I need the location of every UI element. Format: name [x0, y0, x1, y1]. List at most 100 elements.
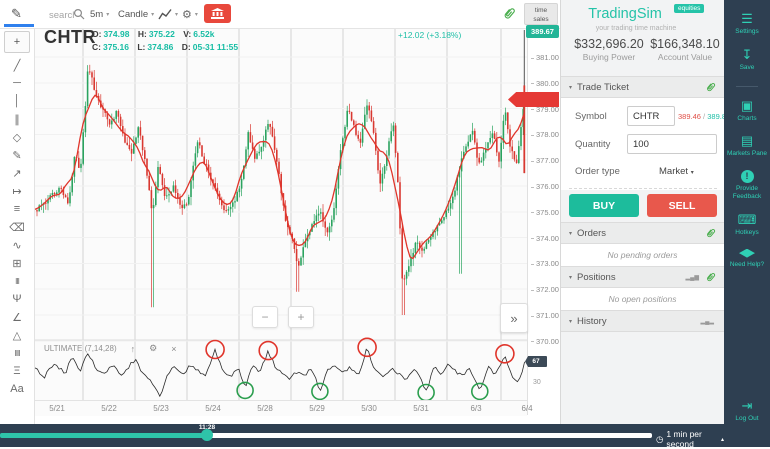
rail-item-log-out[interactable]: ⇥ Log Out	[735, 399, 758, 423]
rail-item-hotkeys[interactable]: ⌨ Hotkeys	[735, 212, 759, 237]
paperclip-icon[interactable]	[705, 81, 716, 94]
indicators-dropdown[interactable]: ▾	[158, 0, 178, 28]
quantity-input[interactable]	[627, 134, 717, 154]
date-tick-label: 5/22	[101, 404, 117, 413]
ohlc-row-1: O: 374.98 H: 375.22 V: 6.52k	[92, 29, 215, 39]
hotkeys-label: Hotkeys	[735, 228, 759, 236]
price-tick-label: 378.00	[531, 130, 559, 139]
rail-item-provide-feedback[interactable]: ! Provide Feedback	[725, 170, 769, 201]
fib-fan-tool[interactable]: ∿	[12, 239, 22, 252]
history-header[interactable]: ▾ History ▂▄▂	[561, 310, 724, 332]
horizontal-ray-tool[interactable]: ↦	[12, 185, 22, 198]
orders-title: Orders	[577, 227, 607, 239]
gann-angle-tool[interactable]: ∠	[12, 311, 22, 324]
fib-retracement-tool[interactable]: ≡	[13, 203, 21, 215]
bid-price-tag	[508, 92, 559, 107]
order-type-dropdown[interactable]: Market ▾	[659, 166, 694, 177]
provide-feedback-label: Provide Feedback	[732, 185, 762, 200]
brush-tool[interactable]: ✎	[12, 149, 22, 162]
replay-bar: 11:28 ◷ 1 min per second ▴	[0, 424, 724, 449]
trade-ticket-header[interactable]: ▾ Trade Ticket	[561, 76, 724, 98]
replay-progress-track[interactable]	[0, 433, 207, 438]
replay-speed-control[interactable]: ◷ 1 min per second ▴	[656, 429, 724, 449]
history-chart-icon[interactable]: ▂▄▂	[700, 318, 714, 325]
bank-icon	[211, 8, 224, 19]
price-tick-label: 380.00	[531, 79, 559, 88]
ma-line	[35, 94, 525, 260]
orders-header[interactable]: ▾ Orders	[561, 222, 724, 244]
text-tool[interactable]: Aa	[10, 383, 24, 395]
bars-pattern-tool[interactable]: ΙΙΙΙ	[14, 348, 21, 358]
arrow-tool[interactable]: ↗	[12, 167, 22, 180]
chart-settings-dropdown[interactable]: ⚙ ▾	[182, 0, 198, 28]
pattern-tool[interactable]: ⊞	[12, 257, 22, 270]
charts-label: Charts	[737, 114, 757, 122]
timeframe-dropdown[interactable]: 5m ▾	[90, 8, 110, 20]
chevron-up-icon: ▴	[720, 436, 724, 443]
settings-icon: ☰	[741, 11, 753, 26]
signal-circle-green	[311, 382, 329, 400]
vertical-line-tool[interactable]: │	[13, 95, 21, 107]
rail-item-markets-pane[interactable]: ▤ Markets Pane	[727, 134, 767, 158]
rail-item-need-help[interactable]: Need Help?	[730, 248, 764, 269]
polygon-tool[interactable]: ◇	[12, 131, 22, 144]
rail-item-save[interactable]: ↧ Save	[740, 47, 755, 72]
positions-chart-icon[interactable]: ▂▄▆	[685, 274, 699, 281]
price-tick-label: 374.00	[531, 234, 559, 243]
pitchfork-tool[interactable]: Ψ	[12, 293, 22, 305]
paperclip-icon[interactable]	[705, 227, 716, 240]
indicator-moveup-icon[interactable]: ↑	[130, 343, 136, 354]
draw-mode-icon[interactable]: ✎	[11, 6, 22, 21]
fib-timezone-tool[interactable]: Ξ	[13, 365, 21, 377]
line-chart-icon	[158, 8, 172, 21]
paperclip-icon[interactable]	[705, 271, 716, 284]
chart-type-dropdown[interactable]: Candle ▾	[118, 8, 155, 20]
zoom-out-button[interactable]: −	[252, 306, 278, 328]
rail-item-charts[interactable]: ▣ Charts	[737, 98, 757, 123]
vertical-pattern-tool[interactable]: ΙΙΙ	[15, 276, 20, 286]
indicator-settings-icon[interactable]: ⚙	[149, 343, 158, 353]
rail-item-settings[interactable]: ☰ Settings	[735, 12, 759, 36]
parallel-channel-tool[interactable]: ∥	[14, 113, 20, 126]
signal-circle-red	[205, 339, 225, 360]
drawing-toolbar: + ╱ ─ │ ∥ ◇ ✎ ↗ ↦ ≡ ⌫ ∿ ⊞ ΙΙΙ Ψ ∠ △ ΙΙΙΙ Ξ Aa	[0, 28, 35, 424]
time-sales-button[interactable]: time sales	[524, 3, 558, 25]
eraser-tool[interactable]: ⌫	[9, 221, 25, 234]
order-type-label: Order type	[575, 166, 620, 177]
scroll-to-latest-button[interactable]: »	[500, 303, 528, 333]
chevron-down-icon: ▾	[106, 11, 110, 18]
replay-time-label: 11:28	[198, 424, 216, 431]
zoom-controls: − +	[252, 306, 314, 328]
main-chart-canvas[interactable]	[35, 28, 527, 400]
indicator-close-icon[interactable]: ×	[171, 343, 177, 354]
top-toolbar: ✎ 5m▾ Candle▾ ▾ ⚙ ▾ time sales	[0, 0, 560, 29]
need-help-icon	[738, 248, 755, 258]
crosshair-tool[interactable]: +	[4, 31, 30, 53]
history-title: History	[577, 315, 607, 327]
replay-remaining-track[interactable]	[207, 433, 652, 438]
flatten-all-button[interactable]	[204, 4, 231, 23]
positions-header[interactable]: ▾ Positions ▂▄▆	[561, 266, 724, 288]
triangle-tool[interactable]: △	[12, 329, 22, 342]
replay-slider-handle[interactable]	[201, 429, 213, 441]
collapse-icon: ▾	[569, 274, 573, 281]
symbol-label: Symbol	[575, 111, 607, 122]
positions-empty-text: No open positions	[561, 288, 724, 310]
paperclip-icon[interactable]	[502, 6, 516, 22]
app-title: TradingSim	[588, 6, 662, 22]
chevron-down-icon: ▾	[151, 11, 155, 18]
trend-line-tool[interactable]: ╱	[13, 59, 21, 72]
sell-button[interactable]: SELL	[647, 194, 717, 217]
zoom-in-button[interactable]: +	[288, 306, 314, 328]
horizontal-line-tool[interactable]: ─	[13, 77, 21, 89]
chart-plot-area[interactable]	[35, 28, 527, 400]
signal-circle-red	[357, 337, 377, 358]
active-tool-underline	[4, 24, 34, 27]
date-tick-label: 5/23	[153, 404, 169, 413]
symbol-input[interactable]	[627, 106, 675, 126]
buy-button[interactable]: BUY	[569, 194, 639, 217]
price-tick-label: 370.00	[531, 337, 559, 346]
search-input[interactable]	[47, 6, 77, 24]
account-value-label: Account Value	[657, 52, 713, 62]
time-axis[interactable]: 5/21 5/22 5/23 5/24 5/28 5/29 5/30 5/31 6/3 6/4	[35, 400, 533, 416]
